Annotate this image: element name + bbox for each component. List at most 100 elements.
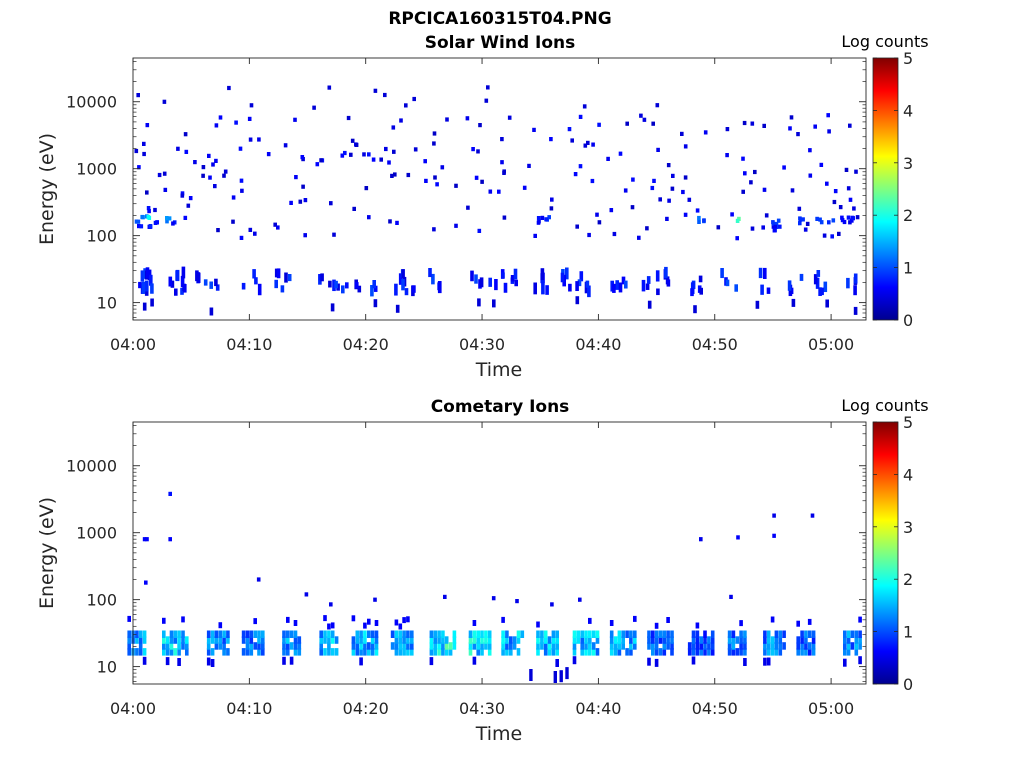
- data-cell: [618, 151, 623, 156]
- data-cell: [547, 636, 552, 644]
- data-cell: [433, 648, 437, 656]
- data-cell: [575, 281, 579, 292]
- data-cell: [591, 630, 596, 638]
- data-cell: [454, 223, 458, 228]
- data-cell: [595, 636, 600, 644]
- data-cell: [218, 630, 223, 638]
- x-tick-label: 05:00: [808, 335, 854, 354]
- data-cell: [529, 669, 533, 681]
- data-cell: [465, 116, 470, 121]
- data-cell: [624, 280, 628, 289]
- data-cell: [480, 636, 484, 644]
- data-cell: [578, 597, 582, 602]
- data-cell: [547, 642, 552, 650]
- data-cell: [681, 189, 685, 195]
- data-cell: [257, 648, 261, 656]
- data-cell: [647, 300, 652, 309]
- data-cell: [215, 284, 220, 291]
- colorbar-tick-label: 4: [903, 465, 913, 484]
- data-cell: [586, 140, 590, 145]
- data-cell: [656, 147, 660, 152]
- data-cell: [274, 268, 279, 278]
- data-cell: [472, 630, 477, 638]
- data-cell: [214, 123, 219, 128]
- data-cell: [406, 630, 410, 638]
- data-cell: [551, 630, 556, 638]
- data-cell: [690, 282, 695, 294]
- data-cell: [854, 636, 859, 644]
- data-cell: [731, 648, 736, 656]
- panel-title: Solar Wind Ions: [425, 33, 576, 53]
- data-cell: [480, 179, 484, 184]
- data-cell: [181, 616, 185, 623]
- data-cell: [253, 231, 257, 236]
- data-cell: [615, 280, 619, 290]
- data-cell: [340, 153, 345, 158]
- data-cell: [798, 216, 802, 221]
- data-cell: [433, 175, 437, 180]
- data-cell: [565, 267, 569, 280]
- data-cell: [798, 221, 802, 226]
- plot-area: 04:00 04:10 04:20 04:30 04:40 04:50 05:00 10 100…: [66, 57, 867, 354]
- data-cell: [406, 636, 410, 644]
- data-cell: [647, 636, 651, 644]
- data-cell: [707, 642, 711, 650]
- x-tick-label: 04:50: [692, 335, 738, 354]
- data-cell: [294, 175, 298, 180]
- data-cell: [165, 636, 170, 644]
- data-cell: [551, 642, 556, 650]
- data-cell: [149, 274, 153, 286]
- data-cell: [492, 299, 496, 308]
- data-cell: [850, 642, 855, 650]
- data-cell: [406, 648, 410, 656]
- data-cell: [625, 630, 629, 638]
- data-cell: [173, 648, 178, 656]
- data-cell: [177, 630, 181, 638]
- data-cell: [466, 205, 470, 210]
- data-cell: [257, 283, 262, 296]
- data-cell: [710, 642, 715, 650]
- data-cell: [612, 283, 616, 293]
- data-cell: [606, 156, 610, 161]
- data-cell: [383, 92, 387, 98]
- data-cell: [683, 212, 688, 217]
- data-cell: [729, 594, 733, 599]
- data-cell: [555, 642, 559, 650]
- data-cell: [362, 152, 366, 157]
- data-cell: [165, 657, 170, 666]
- data-cell: [699, 636, 703, 644]
- data-cell: [549, 206, 554, 211]
- data-cell: [222, 630, 226, 638]
- data-cell: [145, 123, 150, 128]
- data-cell: [629, 642, 633, 650]
- data-cell: [854, 630, 859, 638]
- data-cell: [355, 648, 360, 656]
- x-axis-label: Time: [475, 723, 523, 745]
- data-cell: [658, 648, 663, 656]
- data-cell: [838, 205, 843, 210]
- data-cell: [811, 648, 816, 656]
- data-cell: [609, 636, 614, 644]
- data-cell: [654, 622, 659, 629]
- data-cell: [707, 636, 711, 644]
- data-cell: [651, 648, 655, 656]
- data-cell: [846, 636, 851, 644]
- data-cell: [703, 630, 707, 638]
- data-cell: [532, 127, 536, 132]
- colorbar: Log counts 0 1 2 3 4 5: [841, 396, 928, 694]
- data-cell: [727, 636, 732, 644]
- data-cell: [435, 182, 439, 187]
- data-cell: [203, 279, 208, 286]
- data-cell: [476, 636, 480, 644]
- data-cell: [370, 642, 375, 650]
- data-cell: [570, 138, 574, 143]
- data-cell: [770, 616, 775, 623]
- data-cell: [840, 215, 844, 220]
- colorbar-label: Log counts: [841, 396, 928, 415]
- data-cell: [716, 225, 721, 230]
- data-cell: [568, 283, 572, 292]
- data-cell: [394, 642, 399, 650]
- data-cell: [355, 636, 360, 644]
- data-cell: [505, 636, 509, 644]
- colorbar-gradient: [872, 57, 899, 321]
